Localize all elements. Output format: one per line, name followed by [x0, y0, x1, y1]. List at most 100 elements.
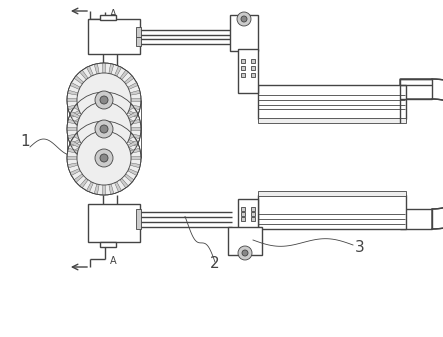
- Circle shape: [238, 246, 252, 260]
- Polygon shape: [130, 105, 140, 110]
- Bar: [251, 207, 255, 211]
- Circle shape: [100, 154, 108, 162]
- Bar: [241, 66, 245, 70]
- Polygon shape: [130, 119, 140, 124]
- Bar: [258, 191, 406, 196]
- Bar: [241, 217, 245, 221]
- Polygon shape: [80, 120, 88, 130]
- Circle shape: [67, 92, 141, 166]
- Bar: [228, 227, 262, 255]
- Bar: [241, 59, 245, 63]
- Circle shape: [100, 125, 108, 133]
- Polygon shape: [400, 79, 443, 229]
- Polygon shape: [128, 168, 138, 176]
- Polygon shape: [109, 93, 114, 103]
- Polygon shape: [70, 168, 80, 176]
- Text: 3: 3: [355, 240, 365, 254]
- Polygon shape: [120, 70, 128, 80]
- Polygon shape: [86, 124, 93, 134]
- Polygon shape: [74, 116, 84, 124]
- Bar: [251, 73, 255, 77]
- Bar: [251, 212, 255, 216]
- Polygon shape: [124, 116, 134, 124]
- Bar: [88, 204, 140, 242]
- Polygon shape: [74, 105, 84, 113]
- Polygon shape: [102, 121, 106, 131]
- Polygon shape: [80, 99, 88, 109]
- Polygon shape: [128, 111, 138, 118]
- Bar: [258, 118, 406, 123]
- Polygon shape: [94, 155, 99, 165]
- Polygon shape: [120, 149, 128, 159]
- Polygon shape: [70, 141, 80, 147]
- Bar: [100, 15, 116, 20]
- Polygon shape: [70, 112, 80, 118]
- Circle shape: [95, 149, 113, 167]
- Polygon shape: [67, 127, 77, 131]
- Polygon shape: [131, 156, 141, 160]
- Polygon shape: [131, 98, 141, 102]
- Polygon shape: [102, 92, 106, 102]
- Polygon shape: [86, 95, 93, 105]
- Bar: [241, 207, 245, 211]
- Polygon shape: [94, 64, 99, 74]
- Polygon shape: [68, 163, 78, 168]
- Polygon shape: [115, 95, 121, 105]
- Bar: [100, 242, 116, 247]
- Circle shape: [67, 63, 141, 137]
- Bar: [251, 66, 255, 70]
- Polygon shape: [86, 66, 93, 76]
- Polygon shape: [131, 127, 141, 131]
- Polygon shape: [130, 90, 140, 95]
- Polygon shape: [115, 124, 121, 134]
- Polygon shape: [102, 63, 106, 73]
- Polygon shape: [109, 122, 114, 132]
- Text: A: A: [110, 9, 117, 19]
- Bar: [251, 217, 255, 221]
- Bar: [238, 199, 258, 229]
- Polygon shape: [128, 112, 138, 118]
- Polygon shape: [94, 93, 99, 103]
- Polygon shape: [115, 182, 121, 192]
- Polygon shape: [86, 182, 93, 192]
- Polygon shape: [128, 140, 138, 147]
- Polygon shape: [80, 70, 88, 80]
- Bar: [230, 15, 258, 51]
- Polygon shape: [67, 98, 77, 102]
- Polygon shape: [94, 122, 99, 132]
- Text: A: A: [110, 256, 117, 266]
- Polygon shape: [80, 178, 88, 188]
- Bar: [241, 212, 245, 216]
- Polygon shape: [80, 128, 88, 138]
- Polygon shape: [67, 156, 77, 160]
- Polygon shape: [68, 105, 78, 110]
- Polygon shape: [130, 163, 140, 168]
- Polygon shape: [124, 105, 134, 113]
- Polygon shape: [115, 153, 121, 163]
- Polygon shape: [109, 184, 114, 194]
- Bar: [136, 209, 141, 229]
- Circle shape: [77, 131, 131, 185]
- Polygon shape: [74, 75, 84, 84]
- Polygon shape: [124, 134, 134, 142]
- Polygon shape: [115, 124, 121, 134]
- Circle shape: [237, 12, 251, 26]
- Polygon shape: [102, 185, 106, 195]
- Polygon shape: [109, 155, 114, 165]
- Polygon shape: [74, 145, 84, 153]
- Polygon shape: [124, 174, 134, 182]
- Polygon shape: [80, 149, 88, 159]
- Circle shape: [100, 96, 108, 104]
- Polygon shape: [74, 134, 84, 142]
- Polygon shape: [94, 184, 99, 194]
- Polygon shape: [86, 153, 93, 163]
- Bar: [258, 85, 406, 119]
- Polygon shape: [94, 126, 99, 136]
- Polygon shape: [124, 145, 134, 153]
- Bar: [258, 195, 406, 229]
- Circle shape: [242, 250, 248, 256]
- Bar: [136, 27, 141, 37]
- Text: 2: 2: [210, 256, 220, 272]
- Circle shape: [77, 102, 131, 156]
- Polygon shape: [115, 66, 121, 76]
